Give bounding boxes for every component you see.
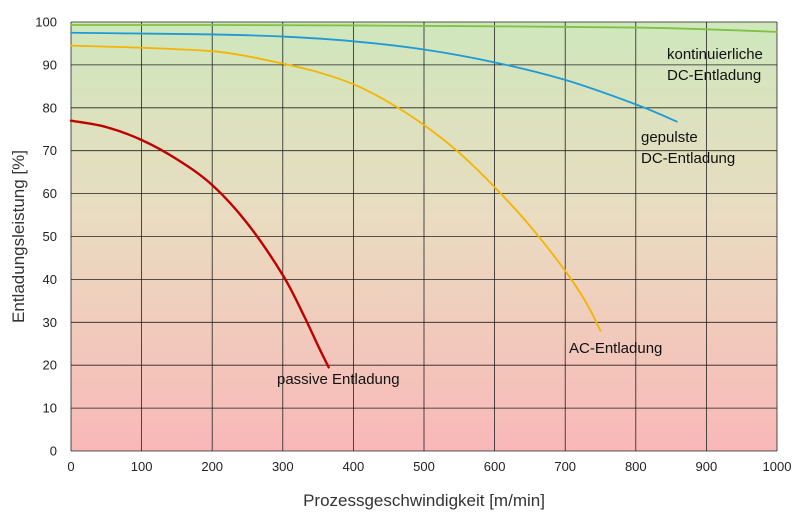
x-tick-label: 100	[131, 459, 153, 474]
series-line-gepulste-dc-entladung	[70, 31, 678, 123]
series-label-gepulste-dc-entladung: gepulste DC-Entladung	[641, 129, 735, 167]
x-tick-label: 700	[554, 459, 576, 474]
x-tick-label: 900	[696, 459, 718, 474]
y-tick-label: 10	[43, 401, 57, 416]
y-tick-label: 20	[43, 358, 57, 373]
series-label-ac-entladung: AC-Entladung	[569, 340, 662, 357]
x-tick-label: 200	[201, 459, 223, 474]
y-tick-label: 70	[43, 143, 57, 158]
series-label-passive-entladung: passive Entladung	[277, 371, 400, 388]
series	[69, 24, 778, 369]
x-tick-label: 1000	[763, 459, 792, 474]
x-tick-label: 500	[413, 459, 435, 474]
y-tick-label: 90	[43, 57, 57, 72]
y-tick-label: 0	[50, 444, 57, 459]
x-tick-label: 600	[484, 459, 506, 474]
y-tick-label: 30	[43, 315, 57, 330]
y-tick-label: 100	[35, 15, 57, 30]
y-tick-label: 80	[43, 100, 57, 115]
y-tick-label: 60	[43, 186, 57, 201]
y-tick-label: 40	[43, 272, 57, 287]
x-tick-label: 800	[625, 459, 647, 474]
grid	[70, 21, 778, 452]
series-line-ac-entladung	[70, 44, 602, 332]
x-tick-label: 400	[343, 459, 365, 474]
y-tick-label: 50	[43, 229, 57, 244]
x-axis-title: Prozessgeschwindigkeit [m/min]	[303, 491, 545, 510]
series-label-kontinuierliche-dc-entladung: kontinuierliche DC-Entladung	[667, 46, 763, 84]
tick-labels: 0 100 200 300 400 500 600 700 800 900 1000 0 10 20 30 4…	[35, 15, 791, 475]
x-tick-label: 300	[272, 459, 294, 474]
y-axis-title: Entladungsleistung [%]	[9, 150, 28, 323]
series-labels: kontinuierliche DC-Entladung gepulste DC-En…	[277, 46, 763, 388]
series-line-kontinuierliche-dc-entladung	[70, 24, 778, 33]
x-tick-label: 0	[67, 459, 74, 474]
series-line-passive-entladung	[69, 119, 330, 369]
